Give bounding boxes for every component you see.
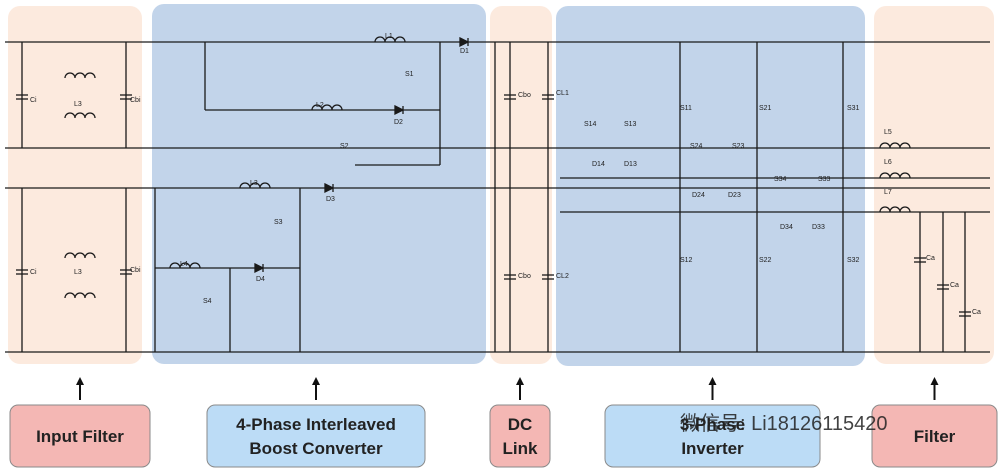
component-label: S12: [680, 257, 693, 264]
component-label: D24: [692, 192, 705, 199]
block-box: [604, 404, 821, 468]
component-label: D33: [812, 224, 825, 231]
inductor: [311, 104, 343, 111]
component-label: S22: [759, 257, 772, 264]
component-label: L5: [884, 129, 892, 136]
inductor: [879, 172, 911, 179]
block-label: 3-Phase: [680, 415, 745, 434]
diode: [254, 262, 265, 274]
block-label: Inverter: [681, 439, 744, 458]
dc-link-region: [490, 6, 552, 364]
component-label: S3: [274, 219, 283, 226]
block-labels: Input Filter 4-Phase Interleaved Boost Con…: [9, 377, 998, 468]
component-label: S2: [340, 143, 349, 150]
component-label: S31: [847, 105, 860, 112]
inductor: [169, 262, 201, 269]
component-label: Ca: [972, 309, 981, 316]
component-label: S11: [680, 105, 692, 112]
component-label: D34: [780, 224, 793, 231]
input-filter-region: [8, 6, 142, 364]
block-label: DC: [508, 415, 533, 434]
component-label: S32: [847, 257, 860, 264]
component-label: L3: [74, 101, 82, 108]
component-label: L2: [316, 102, 324, 109]
arrow-head: [930, 377, 939, 385]
component-label: Cbi: [130, 97, 141, 104]
inductor: [374, 36, 406, 43]
component-label: Ci: [30, 269, 37, 276]
component-label: D13: [624, 161, 637, 168]
component-label: S24: [690, 143, 703, 150]
output-filter-region: [874, 6, 994, 364]
block-box: [9, 404, 151, 468]
inductor: [64, 112, 96, 119]
block-label: Filter: [914, 427, 956, 446]
diode: [394, 104, 405, 116]
labels: Ci L3 Cbi Ci L3 Cbi L1 D1 S1 L2 D2 S2 L3 D3 S3 L4 D4 S4 Cb…: [30, 33, 981, 316]
block-box: [871, 404, 998, 468]
component-label: Cbi: [130, 267, 141, 274]
component-label: S1: [405, 71, 414, 78]
inductor: [879, 206, 911, 213]
component-label: D23: [728, 192, 741, 199]
arrow-head: [312, 377, 320, 385]
component-label: L1: [385, 33, 393, 40]
component-label: CL1: [556, 90, 569, 97]
component-label: L3: [74, 269, 82, 276]
inverter-region: [556, 6, 865, 366]
component-label: S4: [203, 298, 212, 305]
watermark: 微信号: Li18126115420: [680, 412, 888, 435]
inductor: [239, 182, 271, 189]
block-label: Link: [503, 439, 538, 458]
boost-region: [152, 4, 486, 364]
component-label: S14: [584, 121, 597, 128]
component-label: S21: [759, 105, 772, 112]
inductor: [879, 142, 911, 149]
component-label: S23: [732, 143, 745, 150]
wires: [5, 36, 990, 353]
diode: [324, 182, 335, 194]
component-label: S13: [624, 121, 637, 128]
component-label: Cbo: [518, 92, 531, 99]
arrow-head: [708, 377, 717, 385]
component-label: Cbo: [518, 273, 531, 280]
component-label: L7: [884, 189, 892, 196]
component-label: L6: [884, 159, 892, 166]
component-label: Ci: [30, 97, 37, 104]
diode: [459, 36, 470, 48]
component-label: D3: [326, 196, 335, 203]
component-label: CL2: [556, 273, 569, 280]
inductor: [64, 72, 96, 79]
component-label: D14: [592, 161, 605, 168]
component-label: S34: [774, 176, 787, 183]
component-label: L4: [180, 261, 188, 268]
component-label: Ca: [950, 282, 959, 289]
component-label: S33: [818, 176, 831, 183]
block-label: 4-Phase Interleaved: [236, 415, 396, 434]
component-label: D2: [394, 119, 403, 126]
block-box: [489, 404, 551, 468]
inductor: [64, 292, 96, 299]
arrow-head: [516, 377, 524, 385]
block-label: Input Filter: [36, 427, 124, 446]
arrow-head: [76, 377, 84, 385]
component-label: Ca: [926, 255, 935, 262]
component-label: L3: [250, 180, 258, 187]
component-label: D4: [256, 276, 265, 283]
block-box: [206, 404, 426, 468]
block-label: Boost Converter: [249, 439, 383, 458]
component-label: D1: [460, 48, 469, 55]
inductor: [64, 252, 96, 259]
